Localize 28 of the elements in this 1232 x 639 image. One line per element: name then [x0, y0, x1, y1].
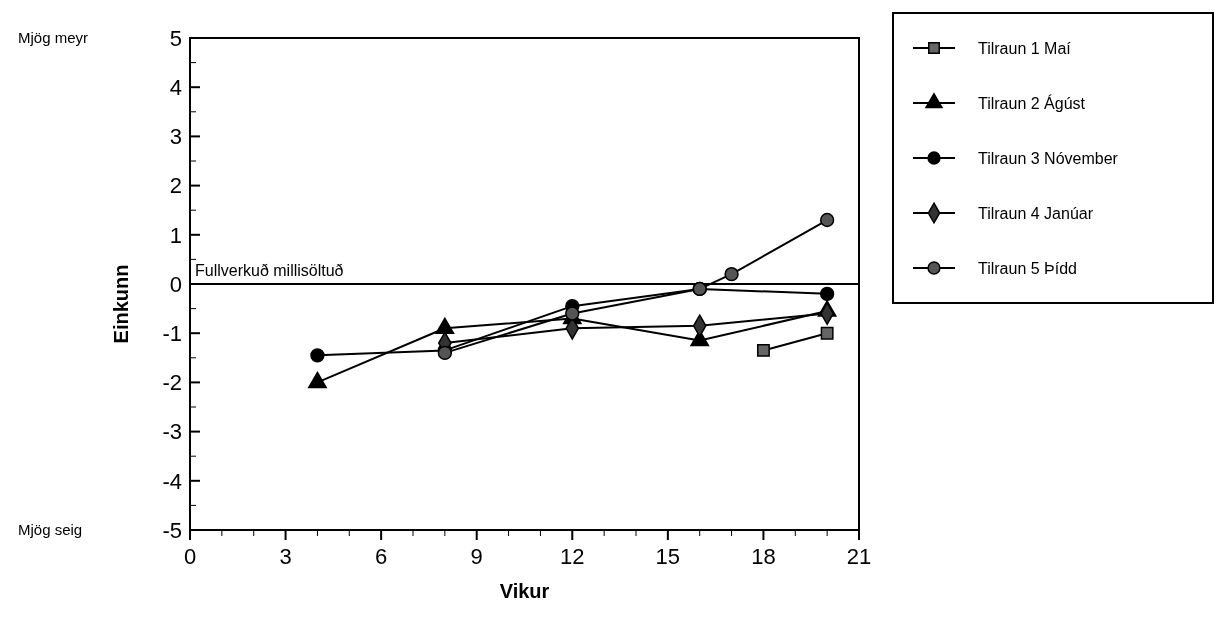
legend-label: Tilraun 3 Nóvember	[978, 149, 1119, 167]
x-tick-label: 12	[560, 544, 585, 569]
legend-label: Tilraun 5 Þídd	[978, 259, 1078, 277]
y-tick-label: 0	[169, 271, 182, 297]
x-tick-label: 21	[846, 544, 872, 569]
y-tick-label: 2	[169, 173, 182, 199]
y-tick-label: 3	[169, 124, 182, 150]
y-tick-label: -3	[162, 419, 182, 445]
x-tick-label: 15	[655, 544, 681, 569]
x-tick-label: 9	[470, 544, 483, 569]
y-axis-title: Einkunn	[110, 264, 132, 344]
y-tick-label: -2	[162, 370, 182, 396]
y-tick-label: 5	[169, 25, 182, 51]
legend-label: Tilraun 2 Ágúst	[978, 93, 1086, 112]
x-tick-label: 18	[751, 544, 776, 569]
legend-label: Tilraun 1 Maí	[978, 39, 1072, 57]
y-tick-label: 1	[169, 222, 182, 248]
y-tick-label: -5	[162, 517, 182, 543]
x-axis-title: Vikur	[499, 580, 550, 602]
y-tick-label: 4	[169, 74, 182, 100]
text: Mjög meyr	[18, 29, 89, 47]
ref-line-label: Fullverkuð millisöltuð	[195, 262, 344, 279]
y-tick-label: -4	[162, 468, 182, 494]
x-tick-label: 3	[279, 544, 292, 569]
y-tick-label: -1	[162, 320, 182, 346]
legend-label: Tilraun 4 Janúar	[978, 204, 1094, 222]
text: Mjög seig	[18, 521, 83, 539]
x-tick-label: 6	[375, 544, 388, 569]
